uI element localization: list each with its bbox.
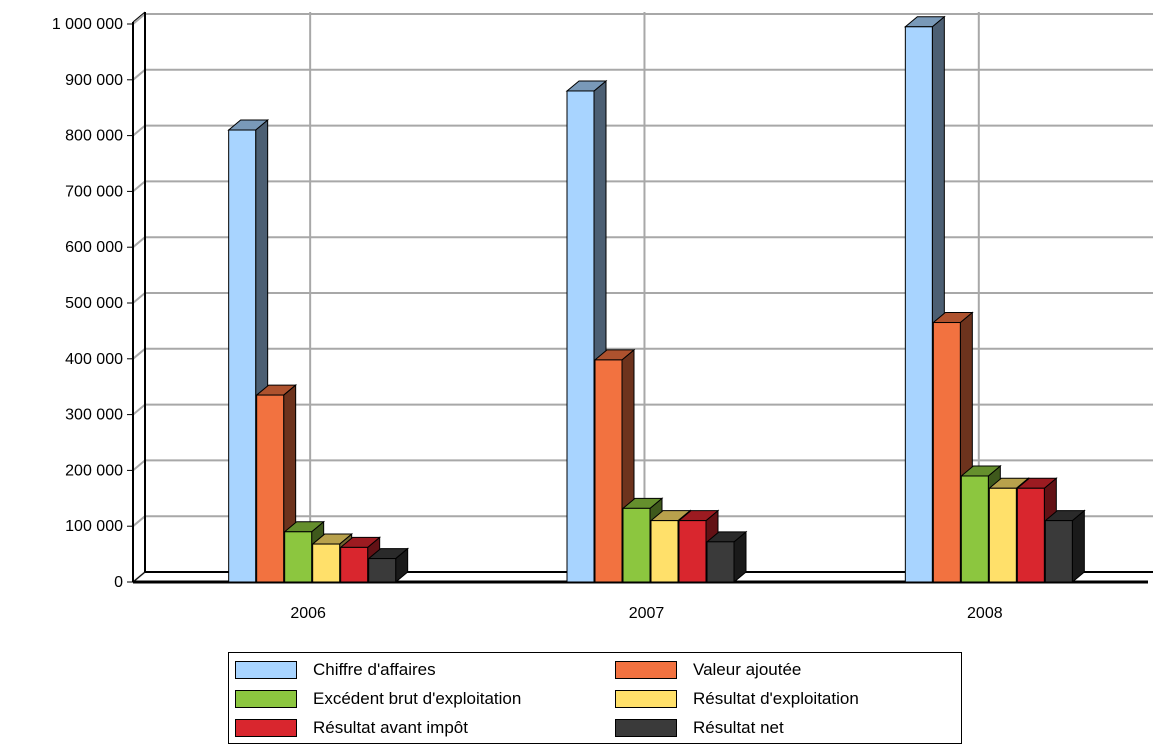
- legend-swatch: [235, 718, 297, 737]
- legend-label: Chiffre d'affaires: [313, 659, 436, 679]
- legend-swatch: [235, 689, 297, 708]
- bar: [255, 384, 298, 584]
- bar-front: [678, 520, 707, 583]
- bar-front: [988, 487, 1017, 583]
- y-tick-label: 300 000: [65, 407, 123, 424]
- legend-swatch: [615, 689, 677, 708]
- gridlines: [132, 12, 1153, 583]
- bars: [227, 15, 1086, 584]
- y-tick-label: 200 000: [65, 462, 123, 479]
- legend-item: Résultat d'exploitation: [615, 684, 969, 713]
- gridline: [132, 69, 146, 81]
- x-tick-label: 2006: [290, 605, 326, 622]
- bar-front: [904, 26, 933, 583]
- gridline: [132, 403, 146, 416]
- bar: [705, 530, 748, 584]
- bar: [283, 520, 326, 584]
- bar-front: [932, 322, 961, 583]
- y-tick-label: 1 000 000: [52, 16, 123, 33]
- gridline: [132, 236, 146, 248]
- gridline: [132, 13, 146, 25]
- bar-front: [960, 475, 989, 583]
- legend-swatch: [235, 660, 297, 679]
- legend-swatch: [615, 718, 677, 737]
- gridline: [132, 348, 146, 360]
- bar: [677, 509, 720, 584]
- bar: [565, 79, 608, 584]
- bar-front: [284, 531, 313, 583]
- legend-item: Valeur ajoutée: [615, 655, 969, 684]
- bar-front: [650, 520, 679, 583]
- bar-front: [228, 129, 257, 583]
- legend-item: Résultat avant impôt: [235, 713, 615, 742]
- tick-labels: 0 100 000 200 000 300 000 400 000 500 000 600 …: [52, 16, 1003, 622]
- bar-side: [1071, 509, 1085, 584]
- bar-front: [340, 546, 369, 583]
- gridline: [132, 459, 146, 472]
- y-tick-label: 600 000: [65, 239, 123, 256]
- bar-front: [368, 558, 397, 583]
- bar-front: [1016, 487, 1045, 583]
- y-tick-label: 0: [114, 574, 123, 591]
- bar-front: [312, 543, 341, 583]
- gridline: [132, 292, 146, 304]
- floor-edge: [132, 571, 146, 583]
- bar: [987, 477, 1030, 584]
- bar-front: [256, 394, 285, 583]
- bar: [227, 118, 270, 584]
- y-tick-label: 500 000: [65, 295, 123, 312]
- gridline: [132, 515, 146, 527]
- side-wall-top: [132, 11, 146, 23]
- bar: [931, 311, 974, 584]
- legend-label: Résultat net: [693, 717, 784, 737]
- y-tick-label: 800 000: [65, 128, 123, 145]
- legend-label: Résultat avant impôt: [313, 717, 468, 737]
- bar-front: [594, 359, 623, 583]
- bar-front: [1044, 520, 1073, 583]
- legend-item: Résultat net: [615, 713, 969, 742]
- bar-front: [706, 541, 735, 583]
- x-tick-label: 2007: [629, 605, 665, 622]
- bar-front: [566, 90, 595, 583]
- gridline: [132, 124, 146, 137]
- y-tick-label: 900 000: [65, 72, 123, 89]
- y-tick-label: 100 000: [65, 518, 123, 535]
- y-tick-label: 400 000: [65, 351, 123, 368]
- bar-front: [622, 507, 651, 583]
- legend-label: Résultat d'exploitation: [693, 688, 859, 708]
- legend-swatch: [615, 660, 677, 679]
- legend: Chiffre d'affaires Valeur ajoutée Excéde…: [228, 652, 962, 744]
- bar: [367, 547, 410, 584]
- y-tick-label: 700 000: [65, 183, 123, 200]
- x-tick-label: 2008: [967, 605, 1003, 622]
- gridline: [132, 180, 146, 193]
- legend-item: Excédent brut d'exploitation: [235, 684, 615, 713]
- bar: [1043, 509, 1086, 584]
- legend-item: Chiffre d'affaires: [235, 655, 615, 684]
- legend-label: Valeur ajoutée: [693, 659, 802, 679]
- legend-label: Excédent brut d'exploitation: [313, 688, 522, 708]
